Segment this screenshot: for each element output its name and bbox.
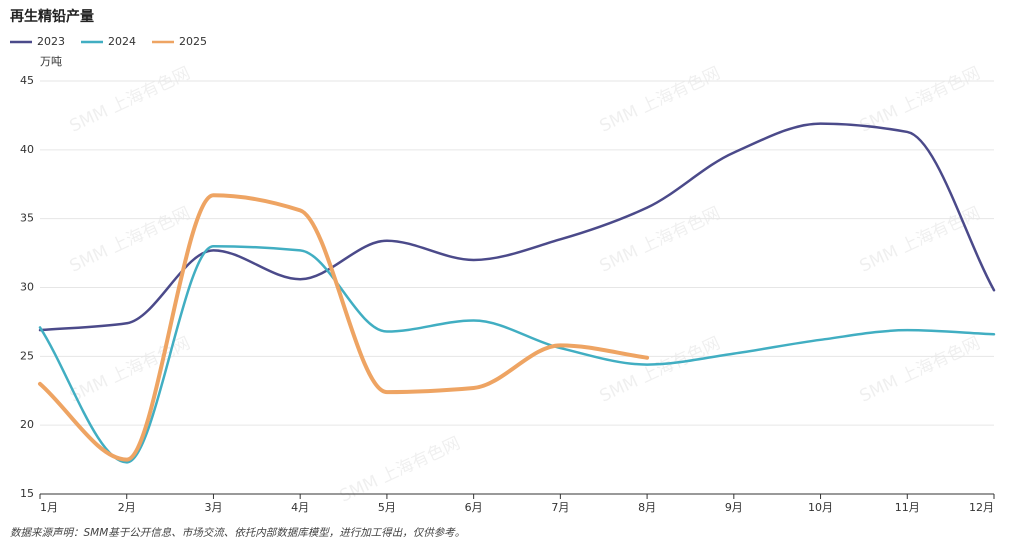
y-tick-label: 40: [20, 143, 34, 156]
series-line: [38, 244, 996, 464]
x-tick-label: 7月: [551, 501, 569, 514]
x-tick-label: 6月: [465, 501, 483, 514]
x-tick-label: 8月: [638, 501, 656, 514]
watermark: SMM 上海有色网: [597, 63, 724, 136]
source-note: 数据来源声明：SMM基于公开信息、市场交流、依托内部数据库模型，进行加工得出，仅…: [10, 527, 465, 539]
watermark: SMM 上海有色网: [67, 63, 194, 136]
y-tick-label: 15: [20, 487, 34, 500]
x-tick-label: 12月: [969, 501, 994, 514]
series-line: [38, 193, 650, 462]
x-tick-label: 1月: [40, 501, 58, 514]
watermark: SMM 上海有色网: [337, 433, 464, 506]
x-tick-label: 2月: [118, 501, 136, 514]
y-tick-label: 35: [20, 212, 34, 225]
legend-label: 2025: [179, 35, 207, 48]
watermark: SMM 上海有色网: [857, 333, 984, 406]
watermark: SMM 上海有色网: [67, 203, 194, 276]
y-tick-label: 30: [20, 281, 34, 294]
legend-label: 2023: [37, 35, 65, 48]
watermark: SMM 上海有色网: [857, 203, 984, 276]
legend-label: 2024: [108, 35, 136, 48]
series-line: [38, 122, 996, 332]
x-tick-label: 5月: [378, 501, 396, 514]
y-tick-label: 45: [20, 74, 34, 87]
watermark: SMM 上海有色网: [857, 63, 984, 136]
watermark: SMM 上海有色网: [67, 333, 194, 406]
x-tick-label: 4月: [291, 501, 309, 514]
y-tick-label: 20: [20, 418, 34, 431]
x-tick-label: 9月: [725, 501, 743, 514]
y-axis-label: 万吨: [40, 55, 62, 68]
y-tick-label: 25: [20, 349, 34, 362]
x-tick-label: 10月: [808, 501, 833, 514]
x-tick-label: 3月: [204, 501, 222, 514]
watermark: SMM 上海有色网: [597, 203, 724, 276]
watermark: SMM 上海有色网: [597, 333, 724, 406]
x-tick-label: 11月: [895, 501, 920, 514]
chart-title: 再生精铅产量: [10, 8, 94, 25]
